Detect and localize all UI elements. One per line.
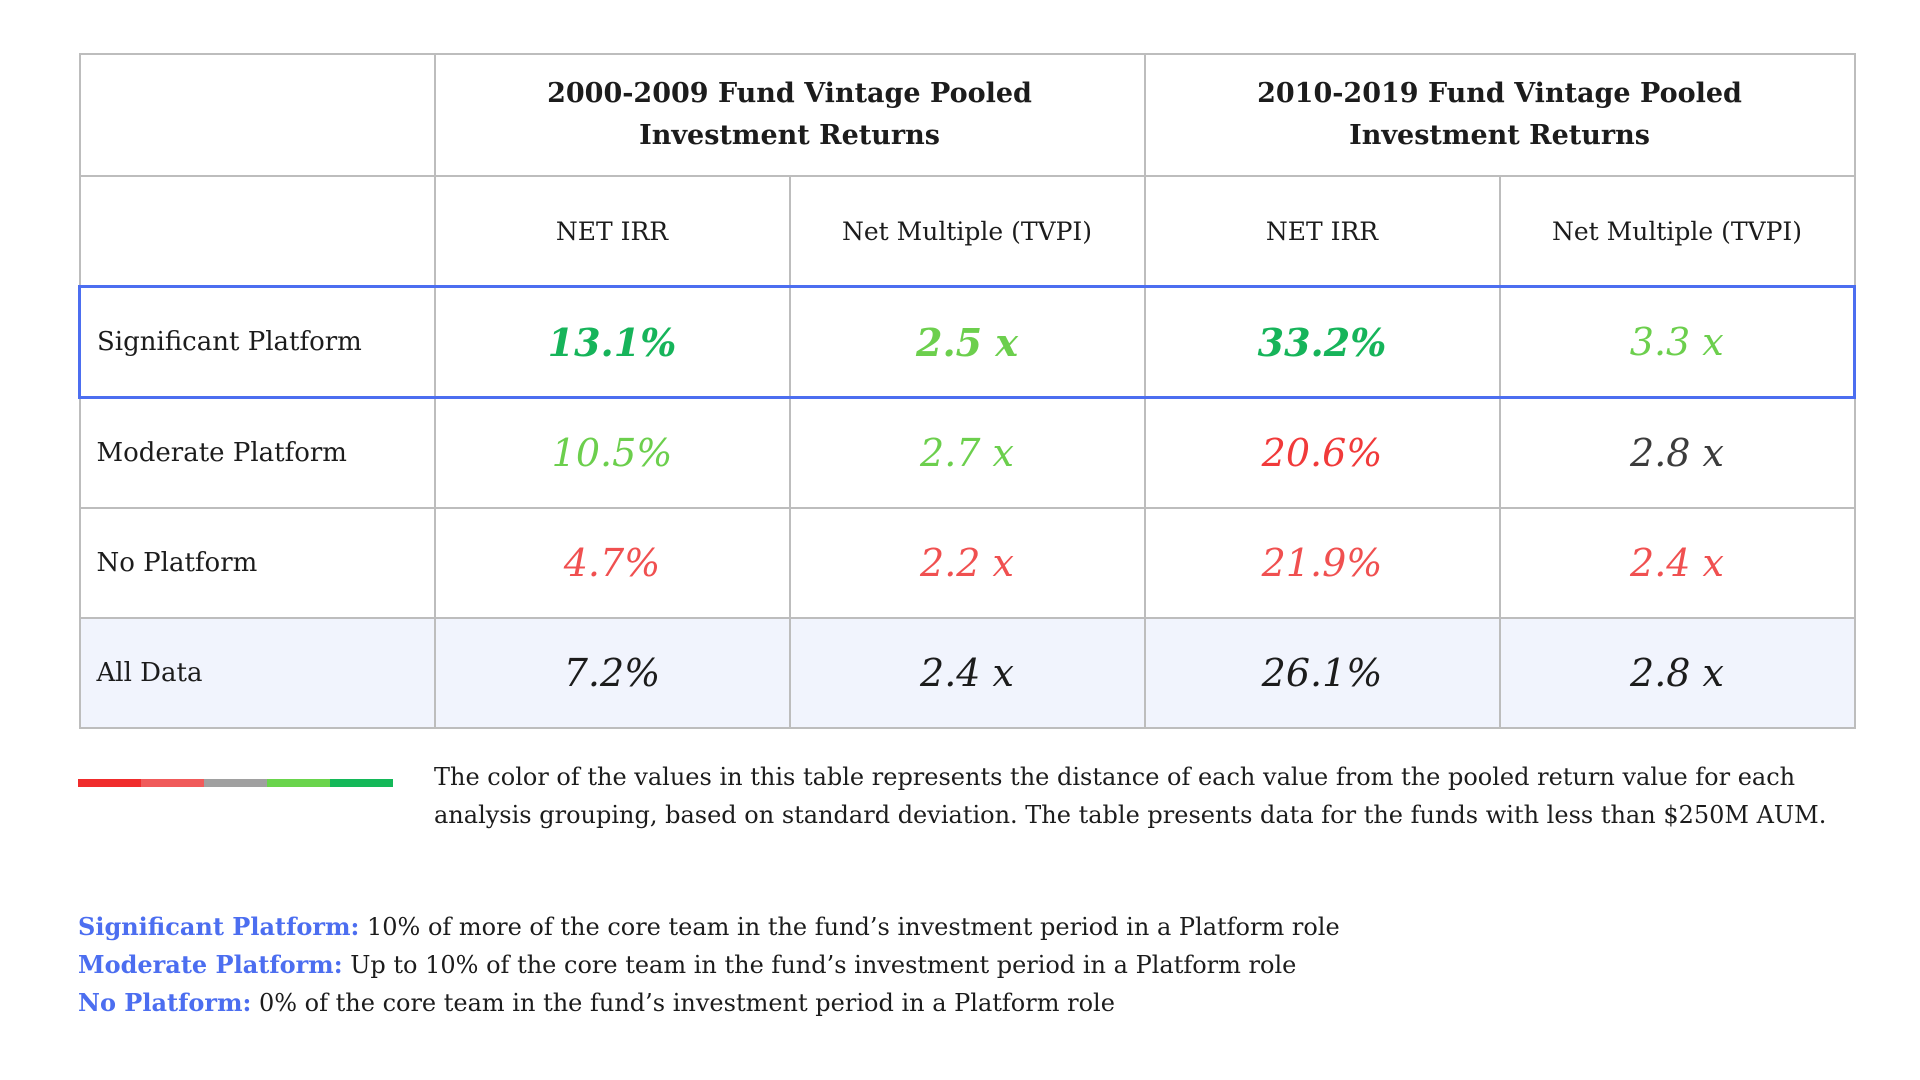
row-label: Significant Platform xyxy=(78,285,436,399)
value-cell: 13.1% xyxy=(433,285,791,399)
legend-description: The color of the values in this table re… xyxy=(434,763,1827,829)
value-cell: 26.1% xyxy=(1143,617,1501,729)
value-cell: 10.5% xyxy=(433,396,791,509)
corner-cell xyxy=(78,53,436,177)
row-label: All Data xyxy=(78,617,436,729)
column-header-tvpi-2000s: Net Multiple (TVPI) xyxy=(788,175,1146,288)
definition-moderate-platform: Moderate Platform: Up to 10% of the core… xyxy=(78,946,1858,984)
value-cell: 2.7 x xyxy=(788,396,1146,509)
table-row-significant-platform: Significant Platform 13.1% 2.5 x 33.2% 3… xyxy=(78,285,1856,399)
table-row-all-data: All Data 7.2% 2.4 x 26.1% 2.8 x xyxy=(78,617,1856,729)
table-row-no-platform: No Platform 4.7% 2.2 x 21.9% 2.4 x xyxy=(78,507,1856,619)
definition-term: No Platform: xyxy=(78,988,252,1017)
color-scale-legend xyxy=(78,779,393,787)
column-header-net-irr-2000s: NET IRR xyxy=(433,175,791,288)
column-header-row: NET IRR Net Multiple (TVPI) NET IRR Net … xyxy=(78,175,1856,288)
value-cell: 2.4 x xyxy=(1498,507,1856,619)
value-cell: 3.3 x xyxy=(1498,285,1856,399)
returns-table: 2000-2009 Fund Vintage Pooled Investment… xyxy=(78,53,1856,729)
table-row-moderate-platform: Moderate Platform 10.5% 2.7 x 20.6% 2.8 … xyxy=(78,396,1856,509)
value-cell: 2.8 x xyxy=(1498,396,1856,509)
row-label: Moderate Platform xyxy=(78,396,436,509)
value-cell: 21.9% xyxy=(1143,507,1501,619)
definition-no-platform: No Platform: 0% of the core team in the … xyxy=(78,984,1858,1022)
column-header-net-irr-2010s: NET IRR xyxy=(1143,175,1501,288)
definition-text: 0% of the core team in the fund’s invest… xyxy=(251,989,1115,1017)
definition-text: Up to 10% of the core team in the fund’s… xyxy=(342,951,1297,979)
value-cell: 7.2% xyxy=(433,617,791,729)
definition-term: Significant Platform: xyxy=(78,912,360,941)
column-group-header-row: 2000-2009 Fund Vintage Pooled Investment… xyxy=(78,53,1856,177)
row-label: No Platform xyxy=(78,507,436,619)
definition-significant-platform: Significant Platform: 10% of more of the… xyxy=(78,908,1858,946)
color-scale-segment xyxy=(204,779,267,787)
value-cell: 2.2 x xyxy=(788,507,1146,619)
color-scale-segment xyxy=(141,779,204,787)
color-scale-segment xyxy=(267,779,330,787)
column-group-header-2010-2019: 2010-2019 Fund Vintage Pooled Investment… xyxy=(1143,53,1856,177)
value-cell: 20.6% xyxy=(1143,396,1501,509)
value-cell: 33.2% xyxy=(1143,285,1501,399)
column-group-header-2000-2009: 2000-2009 Fund Vintage Pooled Investment… xyxy=(433,53,1146,177)
value-cell: 2.4 x xyxy=(788,617,1146,729)
definition-text: 10% of more of the core team in the fund… xyxy=(359,913,1340,941)
corner-cell xyxy=(78,175,436,288)
value-cell: 4.7% xyxy=(433,507,791,619)
column-header-tvpi-2010s: Net Multiple (TVPI) xyxy=(1498,175,1856,288)
value-cell: 2.8 x xyxy=(1498,617,1856,729)
color-scale-segment xyxy=(330,779,393,787)
platform-definitions: Significant Platform: 10% of more of the… xyxy=(78,908,1858,1022)
value-cell: 2.5 x xyxy=(788,285,1146,399)
color-scale-segment xyxy=(78,779,141,787)
definition-term: Moderate Platform: xyxy=(78,950,343,979)
returns-table-container: 2000-2009 Fund Vintage Pooled Investment… xyxy=(78,53,1856,729)
